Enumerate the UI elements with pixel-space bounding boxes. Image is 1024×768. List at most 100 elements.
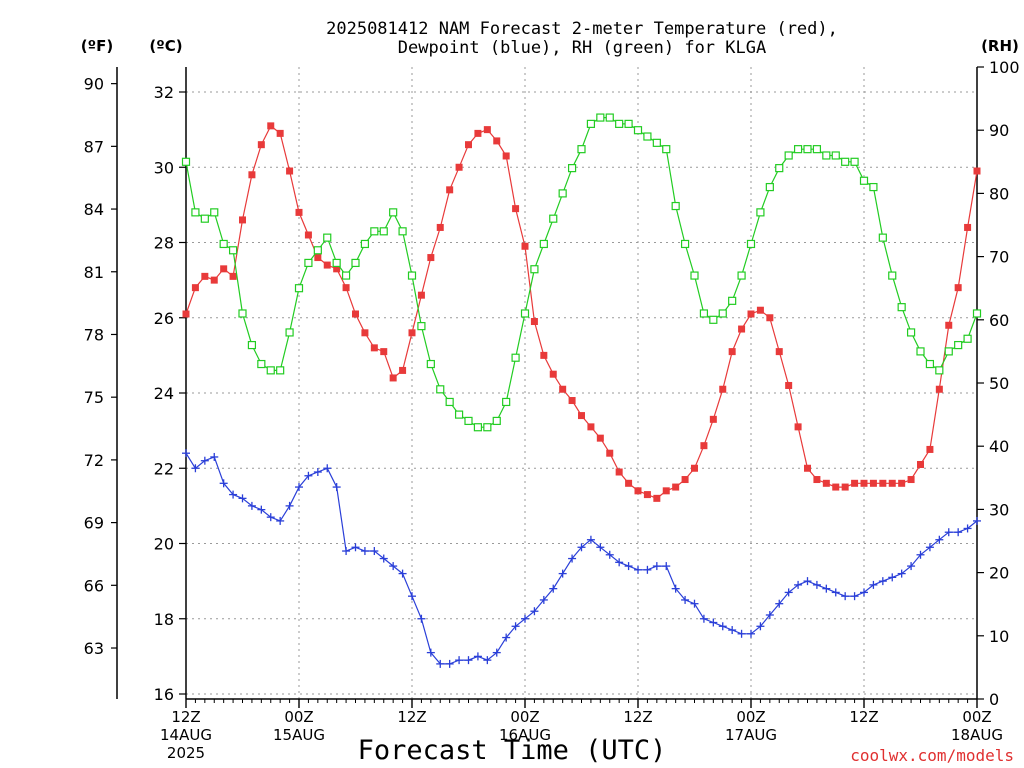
temperature-point xyxy=(578,412,585,420)
rh-point xyxy=(718,309,727,318)
title-line: Dewpoint (blue), RH (green) for KLGA xyxy=(398,38,766,58)
rh-point xyxy=(257,359,266,369)
rh-point xyxy=(181,157,191,166)
rh-point xyxy=(398,227,407,236)
temperature-point xyxy=(201,272,209,280)
dewpoint-point xyxy=(850,592,859,601)
rh-point xyxy=(228,246,238,255)
temperature-point xyxy=(370,344,378,352)
temperature-point xyxy=(229,272,237,280)
rh-point xyxy=(511,353,520,362)
dewpoint-point xyxy=(615,558,624,567)
dewpoint-point xyxy=(765,610,774,619)
rh-tick-label: 10 xyxy=(989,627,1009,646)
temperature-point xyxy=(483,126,491,134)
dewpoint-point xyxy=(963,524,972,533)
rh-point xyxy=(793,145,803,154)
temperature-point xyxy=(643,491,651,499)
rh-point xyxy=(341,271,351,280)
temperature-point xyxy=(973,167,981,175)
dewpoint-point xyxy=(445,659,454,668)
dewpoint-point xyxy=(191,464,200,473)
x-tick-label: 12Z xyxy=(849,708,878,726)
x-axis-title: Forecast Time (UTC) xyxy=(358,735,667,766)
temperature-point xyxy=(860,479,868,487)
rh-point xyxy=(530,265,539,274)
dewpoint-point xyxy=(944,528,953,537)
celsius-unit-label: (ºC) xyxy=(149,37,182,55)
temperature-point xyxy=(653,494,661,502)
dewpoint-point xyxy=(455,656,464,665)
rh-tick-label: 90 xyxy=(989,121,1009,140)
temperature-point xyxy=(257,141,265,149)
temperature-point xyxy=(747,310,755,318)
dewpoint-point xyxy=(577,543,586,552)
rh-point xyxy=(596,113,605,122)
rh-point xyxy=(633,126,643,135)
temperature-point xyxy=(342,284,350,292)
dewpoint-point xyxy=(436,659,445,668)
temperature-point xyxy=(813,476,821,484)
x-tick-label: 00Z xyxy=(736,708,765,726)
temperature-point xyxy=(295,208,303,216)
dewpoint-point xyxy=(398,569,407,578)
rh-point xyxy=(539,239,548,249)
rh-point xyxy=(709,315,718,324)
dewpoint-point xyxy=(878,577,887,586)
dewpoint-point xyxy=(907,562,916,571)
dewpoint-point xyxy=(605,550,614,559)
rh-point xyxy=(332,258,341,268)
temperature-point xyxy=(465,141,472,149)
rh-point xyxy=(323,233,332,242)
temperature-point xyxy=(587,423,595,431)
temperature-point xyxy=(446,186,454,194)
data-series xyxy=(181,113,982,668)
dewpoint-point xyxy=(521,614,529,623)
rh-point xyxy=(577,145,586,154)
temperature-point xyxy=(427,254,435,262)
axes: (ºF) (ºC) (RH) 16 18 20 22 24 26 28 30 32 63 66 69 72 75… xyxy=(81,37,1020,709)
rh-point xyxy=(831,151,840,160)
rh-point xyxy=(954,340,963,350)
rh-tick-label: 70 xyxy=(989,248,1009,267)
dewpoint-point xyxy=(728,626,737,635)
rh-point xyxy=(746,239,756,249)
temperature-point xyxy=(851,479,859,487)
dewpoint-point xyxy=(699,614,708,623)
dewpoint-point xyxy=(718,622,727,631)
celsius-tick-label: 20 xyxy=(154,535,174,554)
celsius-tick-label: 26 xyxy=(154,309,174,328)
rh-point xyxy=(426,359,435,369)
dewpoint-point xyxy=(925,543,934,552)
rh-tick-label: 30 xyxy=(989,500,1009,519)
rh-point xyxy=(925,359,935,369)
x-tick-label: 12Z xyxy=(171,708,200,726)
temperature-point xyxy=(625,479,633,487)
rh-point xyxy=(219,239,228,249)
dewpoint-point xyxy=(219,479,228,488)
temperature-point xyxy=(804,464,811,472)
rh-point xyxy=(238,309,247,318)
temperature-point xyxy=(615,468,623,476)
rh-point xyxy=(549,214,558,223)
dewpoint-point xyxy=(342,547,351,556)
temperature-point xyxy=(304,231,312,239)
rh-point xyxy=(822,151,831,160)
series-dewpoint xyxy=(182,449,981,668)
chart-title: 2025081412 NAM Forecast 2-meter Temperat… xyxy=(326,19,838,58)
temperature-point xyxy=(502,152,510,160)
rh-point xyxy=(247,340,257,350)
dewpoint-point xyxy=(935,535,944,544)
dewpoint-point xyxy=(502,633,511,642)
rh-point xyxy=(502,397,511,407)
temperature-point xyxy=(672,483,680,491)
rh-point xyxy=(304,258,313,268)
temperature-point xyxy=(314,254,322,262)
rh-point xyxy=(285,328,294,337)
dewpoint-point xyxy=(897,569,906,578)
x-tick-label: 2025 xyxy=(167,744,205,762)
dewpoint-point xyxy=(841,592,850,601)
series-temperature xyxy=(182,122,981,502)
temperature-point xyxy=(719,385,727,393)
dewpoint-point xyxy=(916,550,925,559)
